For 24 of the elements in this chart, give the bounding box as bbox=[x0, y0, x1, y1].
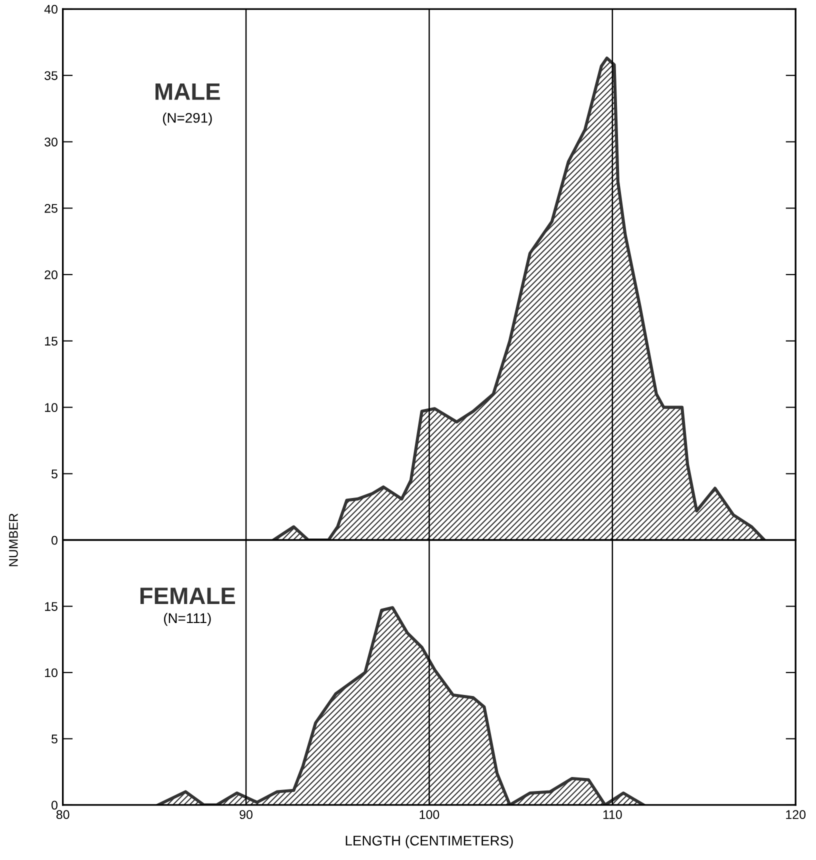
y-tick-label: 10 bbox=[45, 668, 58, 678]
x-tick-label: 110 bbox=[603, 810, 622, 820]
x-axis-title: LENGTH (CENTIMETERS) bbox=[346, 835, 513, 848]
y-tick-label: 30 bbox=[44, 138, 58, 146]
y-tick-label: 5 bbox=[52, 470, 58, 478]
y-tick-label: 25 bbox=[44, 204, 58, 213]
y-tick-label: 40 bbox=[44, 4, 58, 14]
y-tick-label: 35 bbox=[44, 71, 58, 80]
x-tick-label: 120 bbox=[786, 810, 806, 820]
y-tick-label: 0 bbox=[52, 536, 58, 545]
y-tick-label: 20 bbox=[44, 270, 58, 280]
annotation: (N=291) bbox=[162, 112, 212, 126]
y-tick-label: 10 bbox=[45, 403, 58, 412]
x-tick-label: 90 bbox=[240, 810, 252, 820]
y-tick-label: 15 bbox=[45, 602, 58, 611]
y-tick-label: 5 bbox=[52, 734, 58, 744]
y-axis-title: NUMBER bbox=[9, 514, 18, 566]
y-tick-label: 15 bbox=[45, 336, 58, 346]
x-tick-label: 80 bbox=[56, 810, 70, 820]
y-tick-label: 0 bbox=[52, 800, 58, 810]
text: MALE bbox=[156, 83, 220, 100]
annotation: (N=111) bbox=[164, 612, 211, 626]
text: FEMALE bbox=[140, 588, 236, 604]
x-tick-label: 100 bbox=[420, 810, 440, 820]
